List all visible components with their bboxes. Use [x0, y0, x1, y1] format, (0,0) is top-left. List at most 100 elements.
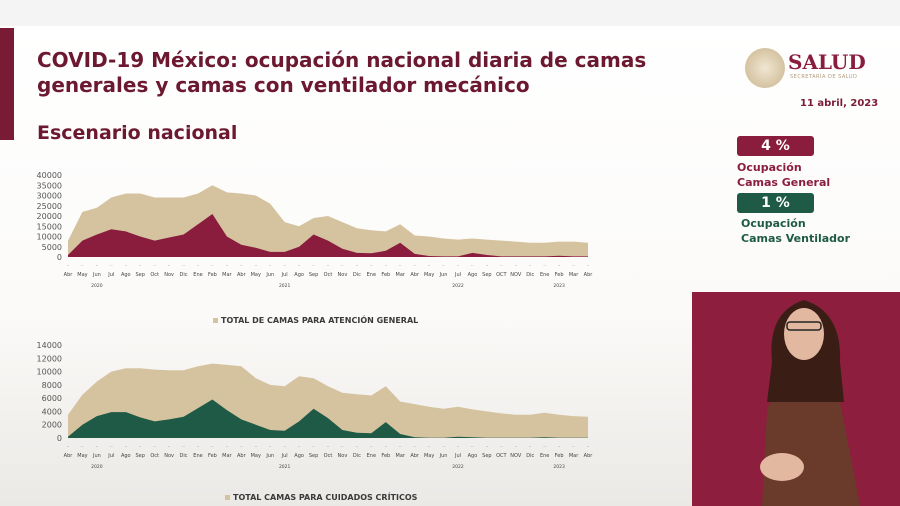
- date-tick: ··: [283, 444, 286, 449]
- x-tick-label: Mar: [569, 272, 579, 278]
- x-tick-label: Abr: [237, 453, 247, 459]
- x-tick-label: Jun: [439, 272, 448, 278]
- year-label: 2022: [452, 283, 464, 289]
- x-tick-label: Abr: [64, 453, 74, 459]
- x-tick-label: Ene: [540, 453, 549, 459]
- date-tick: ··: [515, 263, 518, 268]
- date-tick: ··: [428, 444, 431, 449]
- date-tick: ··: [96, 444, 99, 449]
- x-tick-label: Jun: [92, 272, 101, 278]
- x-tick-label: Oct: [150, 453, 159, 459]
- x-tick-label: Jul: [107, 272, 114, 278]
- page-subtitle: Escenario nacional: [37, 122, 238, 144]
- date-tick: ··: [67, 444, 70, 449]
- date-tick: ··: [139, 444, 142, 449]
- x-tick-label: Sep: [309, 272, 318, 278]
- x-tick-label: May: [424, 272, 434, 278]
- x-tick-label: Jul: [454, 453, 461, 459]
- date-tick: ··: [385, 444, 388, 449]
- x-tick-label: Dic: [180, 453, 188, 459]
- x-tick-label: Dic: [526, 272, 534, 278]
- date-tick: ··: [572, 444, 575, 449]
- x-tick-label: Ene: [367, 272, 376, 278]
- title-line-1: COVID-19 México: ocupación nacional diar…: [37, 48, 647, 72]
- x-tick-label: Abr: [584, 272, 594, 278]
- x-tick-label: Ene: [367, 453, 376, 459]
- x-tick-label: Abr: [410, 272, 420, 278]
- date-tick: ··: [370, 444, 373, 449]
- date-tick: ··: [182, 263, 185, 268]
- x-tick-label: Sep: [482, 272, 491, 278]
- x-tick-label: Nov: [164, 272, 174, 278]
- y-tick-label: 5000: [42, 243, 62, 252]
- y-tick-label: 25000: [37, 202, 62, 211]
- date-tick: ··: [197, 444, 200, 449]
- date-tick: ··: [558, 263, 561, 268]
- y-tick-label: 20000: [37, 212, 62, 221]
- x-tick-label: Abr: [237, 272, 247, 278]
- x-tick-label: NOV: [510, 453, 522, 459]
- x-tick-label: Ago: [294, 272, 304, 278]
- x-tick-label: Jul: [281, 272, 288, 278]
- x-tick-label: Ago: [121, 272, 131, 278]
- date-tick: ··: [255, 263, 258, 268]
- x-tick-label: Nov: [164, 453, 174, 459]
- date-tick: ··: [226, 263, 229, 268]
- x-tick-label: Mar: [222, 272, 232, 278]
- x-tick-label: Ene: [540, 272, 549, 278]
- legend-label: TOTAL DE CAMAS PARA ATENCIÓN GENERAL: [221, 316, 419, 325]
- y-tick-label: 15000: [37, 222, 62, 231]
- brand-name: SALUD: [788, 50, 866, 74]
- date-label: 11 abril, 2023: [800, 98, 879, 109]
- y-tick-label: 0: [57, 253, 62, 262]
- x-tick-label: Dic: [353, 272, 361, 278]
- date-tick: ··: [298, 263, 301, 268]
- date-tick: ··: [255, 444, 258, 449]
- date-tick: ··: [356, 444, 359, 449]
- date-tick: ··: [125, 444, 128, 449]
- date-tick: ··: [457, 444, 460, 449]
- x-tick-label: Ago: [468, 272, 478, 278]
- date-tick: ··: [283, 263, 286, 268]
- x-tick-label: Feb: [555, 453, 564, 459]
- x-tick-label: May: [424, 453, 434, 459]
- x-tick-label: Ago: [468, 453, 478, 459]
- y-tick-label: 2000: [42, 421, 62, 430]
- x-tick-label: Ago: [294, 453, 304, 459]
- x-tick-label: Mar: [396, 453, 406, 459]
- occupied-beds-area: [68, 399, 588, 438]
- date-tick: ··: [67, 263, 70, 268]
- date-tick: ··: [226, 444, 229, 449]
- date-tick: ··: [197, 263, 200, 268]
- year-label: 2021: [279, 464, 291, 470]
- window-top-bar: [0, 0, 900, 26]
- ventilator-occupancy-badge: 1 %: [737, 193, 814, 213]
- x-tick-label: Dic: [526, 453, 534, 459]
- sign-language-interpreter-video: [692, 292, 900, 506]
- x-tick-label: Oct: [324, 272, 333, 278]
- year-label: 2020: [91, 283, 103, 289]
- date-tick: ··: [153, 263, 156, 268]
- x-tick-label: Oct: [324, 453, 333, 459]
- x-tick-label: May: [77, 272, 87, 278]
- date-tick: ··: [457, 263, 460, 268]
- year-label: 2023: [553, 464, 565, 470]
- x-tick-label: Abr: [64, 272, 74, 278]
- date-tick: ··: [341, 263, 344, 268]
- year-label: 2023: [553, 283, 565, 289]
- x-tick-label: Mar: [396, 272, 406, 278]
- y-tick-label: 4000: [42, 407, 62, 416]
- x-tick-label: OCT: [496, 272, 507, 278]
- page-title: COVID-19 México: ocupación nacional diar…: [37, 48, 646, 98]
- date-tick: ··: [182, 444, 185, 449]
- date-tick: ··: [486, 444, 489, 449]
- date-tick: ··: [81, 444, 84, 449]
- date-tick: ··: [515, 444, 518, 449]
- date-tick: ··: [356, 263, 359, 268]
- x-tick-label: Oct: [150, 272, 159, 278]
- date-tick: ··: [471, 444, 474, 449]
- y-tick-label: 8000: [42, 381, 62, 390]
- legend-label: TOTAL CAMAS PARA CUIDADOS CRÍTICOS: [233, 493, 418, 502]
- y-tick-label: 30000: [37, 192, 62, 201]
